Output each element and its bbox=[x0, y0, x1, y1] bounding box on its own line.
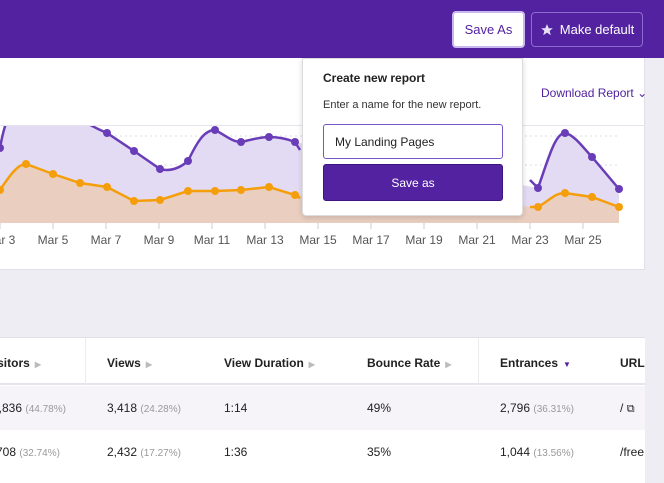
x-tick-label: Mar 7 bbox=[90, 233, 122, 247]
entrances-point bbox=[156, 196, 164, 204]
sort-icon: ▶ bbox=[145, 360, 152, 369]
views-point bbox=[156, 165, 164, 173]
sort-desc-icon: ▼ bbox=[563, 360, 571, 369]
x-tick-label: Mar 3 bbox=[0, 233, 16, 247]
x-tick-label: Mar 17 bbox=[352, 233, 390, 247]
column-label: Bounce Rate bbox=[367, 356, 441, 370]
views-point bbox=[237, 138, 245, 146]
x-tick-label: Mar 19 bbox=[405, 233, 443, 247]
table-row[interactable]: 3,836 (44.78%) 3,418 (24.28%) 1:14 49% 2… bbox=[0, 386, 645, 430]
table-row[interactable]: 2,708 (32.74%) 2,432 (17.27%) 1:36 35% 1… bbox=[0, 430, 645, 474]
column-header-bounce-rate[interactable]: Bounce Rate ▶ bbox=[367, 356, 452, 370]
views-point bbox=[184, 157, 192, 165]
save-as-submit-button[interactable]: Save as bbox=[323, 164, 503, 201]
download-report-button[interactable]: Download Report ⌄ bbox=[541, 86, 647, 100]
download-label: Download Report bbox=[541, 86, 634, 100]
entrances-point bbox=[237, 186, 245, 194]
pages-table: Visitors ▶ Views ▶ View Duration ▶ Bounce R… bbox=[0, 337, 645, 483]
bounce-cell: 35% bbox=[367, 445, 392, 459]
entrances-point bbox=[22, 160, 30, 168]
column-header-view-duration[interactable]: View Duration ▶ bbox=[224, 356, 315, 370]
column-header-visitors[interactable]: Visitors ▶ bbox=[0, 356, 41, 370]
save-as-label: Save As bbox=[464, 22, 513, 37]
entrances-point bbox=[534, 203, 542, 211]
sort-icon: ▶ bbox=[445, 360, 452, 369]
views-point bbox=[615, 185, 623, 193]
duration-cell: 1:36 bbox=[224, 445, 248, 459]
external-link-icon[interactable]: ⧉ bbox=[626, 403, 635, 415]
x-tick-label: Mar 15 bbox=[299, 233, 337, 247]
x-tick-label: Mar 21 bbox=[458, 233, 496, 247]
column-divider bbox=[478, 338, 479, 385]
column-divider bbox=[85, 338, 86, 385]
x-tick-label: Mar 13 bbox=[246, 233, 284, 247]
star-icon bbox=[540, 23, 553, 35]
x-tick-label: Mar 23 bbox=[511, 233, 549, 247]
visitors-cell: 2,708 (32.74%) bbox=[0, 445, 60, 459]
chevron-down-icon: ⌄ bbox=[637, 86, 648, 100]
views-point bbox=[561, 129, 569, 137]
x-tick-label: Mar 11 bbox=[193, 233, 231, 247]
column-label: Entrances bbox=[500, 356, 559, 370]
column-label: Visitors bbox=[0, 356, 30, 370]
table-header: Visitors ▶ Views ▶ View Duration ▶ Bounce R… bbox=[0, 338, 645, 385]
entrances-point bbox=[561, 189, 569, 197]
x-tick-label: Mar 5 bbox=[37, 233, 69, 247]
column-header-url[interactable]: URL bbox=[620, 356, 645, 370]
views-cell: 2,432 (17.27%) bbox=[107, 445, 181, 459]
report-name-input[interactable] bbox=[323, 124, 503, 159]
views-point bbox=[588, 153, 596, 161]
views-cell: 3,418 (24.28%) bbox=[107, 401, 181, 415]
top-header: Save As Make default bbox=[0, 0, 664, 58]
column-header-entrances[interactable]: Entrances ▼ bbox=[500, 356, 571, 370]
views-point bbox=[211, 126, 219, 134]
column-header-views[interactable]: Views ▶ bbox=[107, 356, 152, 370]
duration-cell: 1:14 bbox=[224, 401, 248, 415]
views-point bbox=[130, 147, 138, 155]
sort-icon: ▶ bbox=[34, 360, 41, 369]
entrances-point bbox=[615, 203, 623, 211]
views-point bbox=[534, 184, 542, 192]
sort-icon: ▶ bbox=[308, 360, 315, 369]
column-label: URL bbox=[620, 356, 645, 370]
entrances-point bbox=[211, 187, 219, 195]
entrances-point bbox=[49, 170, 57, 178]
entrances-point bbox=[588, 193, 596, 201]
entrances-cell: 2,796 (36.31%) bbox=[500, 401, 574, 415]
visitors-cell: 3,836 (44.78%) bbox=[0, 401, 66, 415]
entrances-point bbox=[103, 183, 111, 191]
make-default-button[interactable]: Make default bbox=[531, 12, 643, 47]
x-tick-label: Mar 25 bbox=[564, 233, 602, 247]
views-point bbox=[103, 129, 111, 137]
entrances-point bbox=[0, 186, 4, 194]
popup-title: Create new report bbox=[323, 71, 426, 85]
entrances-point bbox=[291, 191, 299, 199]
save-as-button[interactable]: Save As bbox=[452, 11, 525, 48]
views-point bbox=[265, 133, 273, 141]
url-cell[interactable]: / ⧉ bbox=[620, 401, 635, 415]
column-label: Views bbox=[107, 356, 141, 370]
views-point bbox=[0, 144, 4, 152]
entrances-cell: 1,044 (13.56%) bbox=[500, 445, 574, 459]
make-default-label: Make default bbox=[559, 22, 635, 37]
column-label: View Duration bbox=[224, 356, 304, 370]
create-report-popup: Create new report Enter a name for the n… bbox=[302, 58, 523, 216]
bounce-cell: 49% bbox=[367, 401, 392, 415]
entrances-point bbox=[184, 187, 192, 195]
entrances-point bbox=[76, 179, 84, 187]
right-background bbox=[645, 58, 664, 483]
entrances-point bbox=[265, 183, 273, 191]
x-tick-label: Mar 9 bbox=[143, 233, 175, 247]
url-cell[interactable]: /free bbox=[620, 445, 645, 459]
popup-subtitle: Enter a name for the new report. bbox=[323, 99, 482, 111]
views-point bbox=[291, 138, 299, 146]
entrances-point bbox=[130, 197, 138, 205]
